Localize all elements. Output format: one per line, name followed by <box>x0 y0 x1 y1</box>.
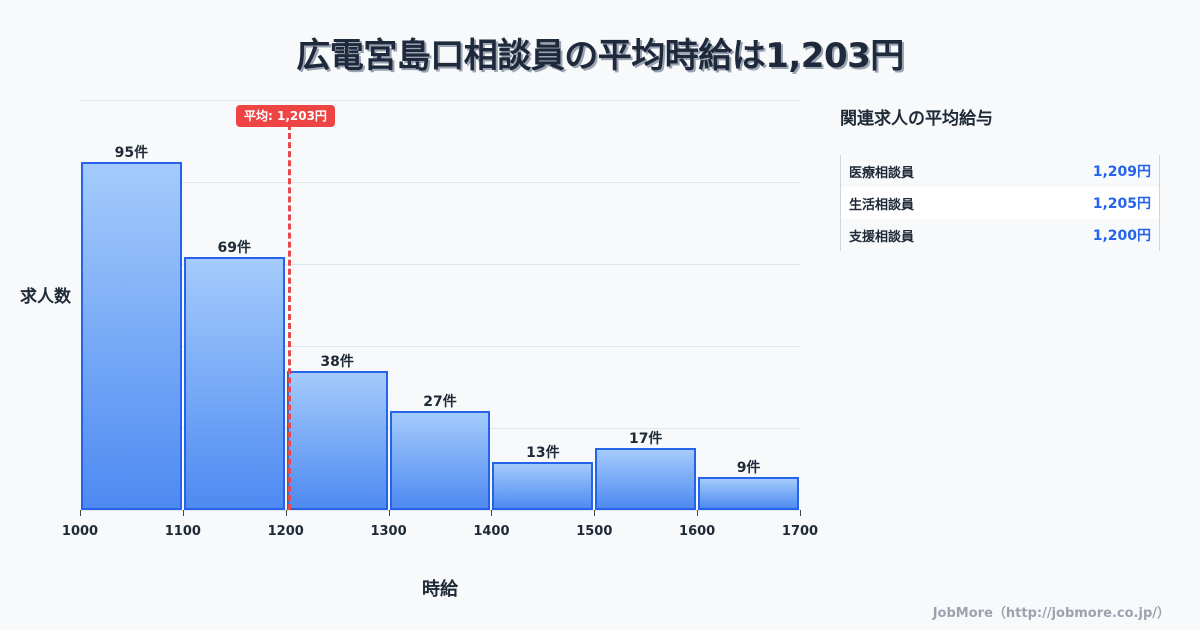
bar-value-label: 27件 <box>423 393 457 410</box>
related-salary-table: 医療相談員 1,209円 生活相談員 1,205円 支援相談員 1,200円 <box>840 155 1160 251</box>
histogram-bar <box>81 161 182 510</box>
histogram-bar <box>286 370 388 510</box>
job-name: 医療相談員 <box>849 165 915 181</box>
histogram-bar <box>595 447 697 510</box>
grid-line <box>80 510 800 511</box>
grid-line <box>80 100 800 101</box>
related-salary-row: 生活相談員 1,205円 <box>841 187 1159 219</box>
grid-line <box>80 182 800 183</box>
x-tick <box>285 510 287 516</box>
x-tick <box>800 510 801 516</box>
grid-line <box>80 264 800 265</box>
job-name: 生活相談員 <box>849 197 915 213</box>
job-name: 支援相談員 <box>849 229 915 245</box>
histogram-bar <box>183 256 285 510</box>
related-salary-panel: 関連求人の平均給与 医療相談員 1,209円 生活相談員 1,205円 支援相談… <box>840 104 1160 251</box>
bar-value-label: 9件 <box>736 459 761 476</box>
x-tick <box>388 510 390 516</box>
histogram-bar <box>698 476 799 510</box>
x-tick-label: 1600 <box>679 524 716 539</box>
bar-value-label: 17件 <box>628 430 663 447</box>
x-tick-label: 1500 <box>576 524 613 539</box>
histogram-chart: 95件 69件 38件 27件 13件 17件 9件 1000 1100 1200 1300 140… <box>20 100 819 600</box>
x-tick <box>182 510 184 516</box>
x-tick-label: 1000 <box>61 524 99 539</box>
bar-value-label: 38件 <box>320 353 354 370</box>
x-axis-label: 時給 <box>422 579 458 600</box>
x-tick <box>491 510 493 516</box>
x-tick <box>80 510 81 516</box>
x-tick <box>697 510 699 516</box>
bar-value-label: 13件 <box>526 445 560 462</box>
grid-line <box>80 346 800 347</box>
bar-value-label: 69件 <box>217 239 252 256</box>
related-salary-row: 支援相談員 1,200円 <box>841 219 1159 251</box>
x-tick-label: 1200 <box>267 524 304 539</box>
average-line <box>287 124 291 510</box>
histogram-bar <box>492 462 594 510</box>
job-salary: 1,205円 <box>1092 196 1151 212</box>
related-salary-row: 医療相談員 1,209円 <box>841 155 1159 187</box>
x-tick-label: 1700 <box>781 524 819 539</box>
job-salary: 1,200円 <box>1092 228 1151 244</box>
bar-value-label: 95件 <box>114 144 149 161</box>
y-axis-label: 求人数 <box>20 287 71 307</box>
x-tick-label: 1400 <box>473 524 510 539</box>
average-badge: 平均: 1,203円 <box>236 105 335 127</box>
histogram-bar <box>389 410 491 510</box>
related-salary-title: 関連求人の平均給与 <box>840 109 993 129</box>
footer-credit: JobMore（http://jobmore.co.jp/） <box>932 606 1170 621</box>
page-title: 広電宮島口相談員の平均時給は1,203円 <box>296 36 904 76</box>
x-tick-label: 1300 <box>370 524 407 539</box>
x-tick-label: 1100 <box>164 524 201 539</box>
x-tick <box>594 510 596 516</box>
job-salary: 1,209円 <box>1092 164 1151 180</box>
